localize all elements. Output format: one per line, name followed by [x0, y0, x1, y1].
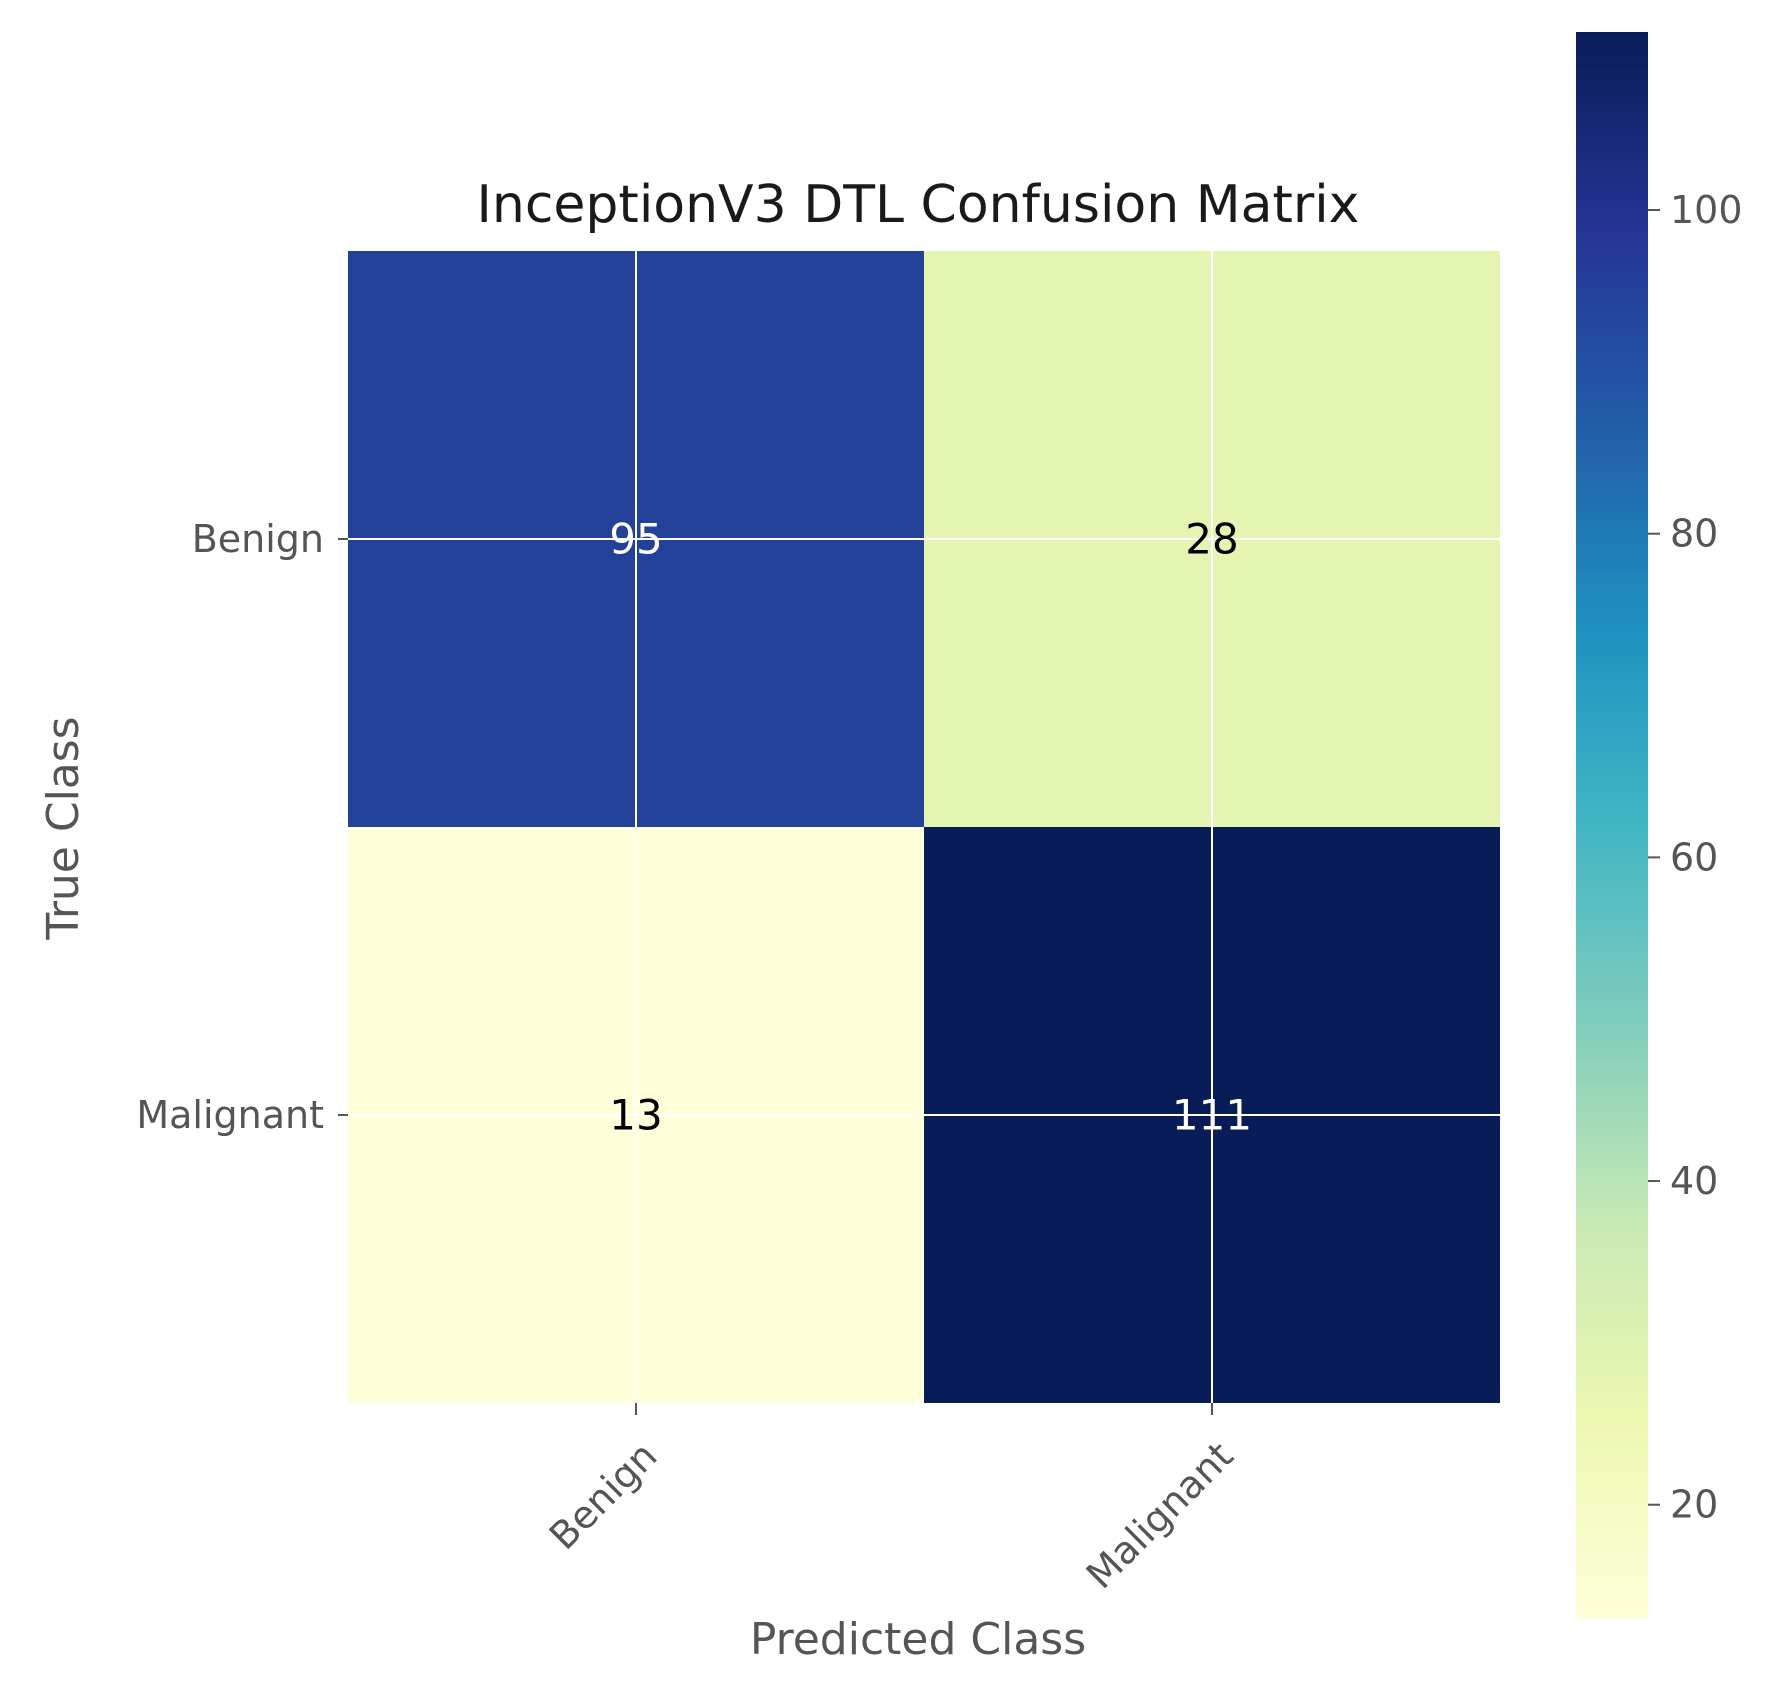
colorbar — [1576, 32, 1648, 1618]
y-tick-labels: Benign Malignant — [136, 517, 348, 1137]
y-axis-label: True Class — [38, 716, 89, 940]
x-tick-label-malignant: Malignant — [1078, 1433, 1242, 1597]
cell-value-malignant-malignant: 111 — [1172, 1091, 1252, 1140]
cell-value-benign-malignant: 28 — [1185, 515, 1238, 564]
x-tick-label-benign: Benign — [541, 1433, 666, 1558]
colorbar-tick-label: 80 — [1670, 512, 1718, 556]
gridlines — [348, 251, 1500, 1403]
x-axis-label: Predicted Class — [750, 1614, 1086, 1665]
chart-title: InceptionV3 DTL Confusion Matrix — [477, 175, 1360, 235]
colorbar-ticks: 20 40 60 80 100 — [1648, 188, 1743, 1527]
colorbar-tick-label: 60 — [1670, 835, 1718, 879]
matrix-cells — [348, 251, 1500, 1403]
cell-value-labels: 95 28 13 111 — [609, 515, 1252, 1140]
y-tick-label-malignant: Malignant — [136, 1093, 324, 1137]
colorbar-tick-label: 20 — [1670, 1483, 1718, 1527]
cell-value-benign-benign: 95 — [609, 515, 662, 564]
y-tick-label-benign: Benign — [192, 517, 324, 561]
x-tick-labels: Benign Malignant — [541, 1403, 1242, 1597]
colorbar-tick-label: 100 — [1670, 188, 1743, 232]
colorbar-tick-label: 40 — [1670, 1159, 1718, 1203]
cell-value-malignant-benign: 13 — [609, 1091, 662, 1140]
